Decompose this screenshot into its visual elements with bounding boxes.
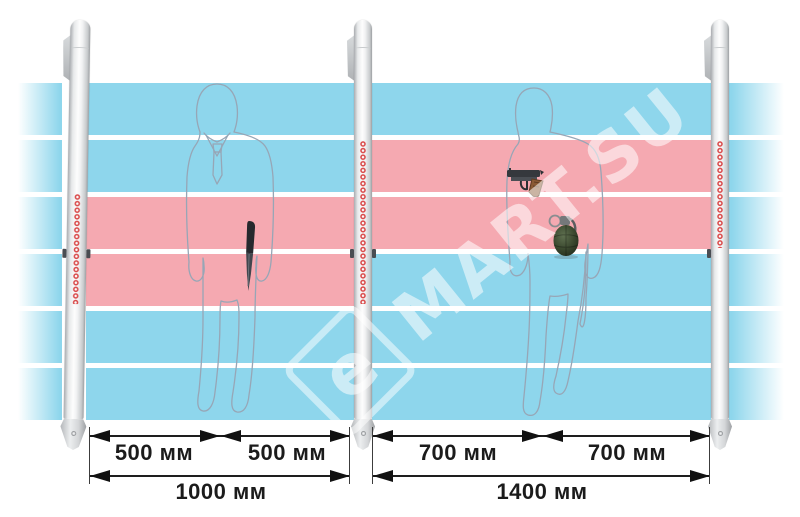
person-silhouette-suit: [185, 83, 275, 413]
dim-extension-line: [349, 427, 350, 484]
detector-pillar-right: [704, 20, 732, 450]
zone-stripe-right-3-pink: [372, 197, 711, 249]
zone-stripe-fade-right-1-blue: [729, 83, 784, 135]
dim-line-left-total: [90, 475, 350, 477]
dim-label-right-half-2: 700 мм: [587, 440, 667, 465]
zone-stripe-fade-right-4-blue: [729, 254, 784, 306]
arrowhead-icon: [90, 470, 110, 482]
zone-stripe-fade-left-3-blue: [18, 197, 62, 249]
pillar-cap-seam: [712, 47, 728, 50]
zone-stripe-fade-left-5-blue: [18, 311, 62, 363]
dim-extension-line: [372, 427, 373, 484]
dim-extension-line: [709, 427, 710, 484]
pillar-bracket: [704, 34, 713, 82]
led-indicator-strip: [359, 141, 367, 304]
arrowhead-icon: [330, 470, 350, 482]
zone-stripe-fade-right-3-blue: [729, 197, 784, 249]
sensor-tab: [350, 249, 354, 258]
pillar-base-bolt: [360, 431, 366, 436]
zone-stripe-left-2-blue: [86, 140, 354, 192]
pillar-base-bolt: [717, 431, 723, 436]
zone-stripe-fade-right-2-blue: [729, 140, 784, 192]
person-silhouette-walking: [506, 87, 604, 417]
zone-stripe-fade-left-6-blue: [18, 368, 62, 420]
arrowhead-icon: [690, 430, 710, 442]
zone-stripe-fade-left-4-blue: [18, 254, 62, 306]
dim-label-left-half-1: 500 мм: [114, 440, 194, 465]
arrowhead-icon: [522, 430, 542, 442]
dim-label-right-total: 1400 мм: [496, 479, 588, 504]
pillar-cap-seam: [355, 47, 371, 50]
arrowhead-icon: [200, 430, 220, 442]
zone-stripe-left-6-blue: [86, 368, 354, 420]
sensor-tab: [707, 249, 711, 258]
sensor-tab: [372, 249, 376, 258]
zone-stripe-right-5-blue: [372, 311, 711, 363]
dim-line-right-total: [373, 475, 710, 477]
arrowhead-icon: [373, 470, 393, 482]
dim-label-left-total: 1000 мм: [175, 479, 267, 504]
dim-extension-line: [89, 427, 90, 484]
knife-icon: [246, 220, 256, 291]
zone-stripe-left-3-pink: [86, 197, 354, 249]
pillar-bracket: [347, 34, 356, 82]
dim-line-left-halves: [90, 435, 350, 437]
pillar-shaft: [707, 20, 729, 419]
zone-stripe-fade-right-5-blue: [729, 311, 784, 363]
detector-pillar-middle: [347, 20, 376, 450]
pistol-icon: [507, 168, 544, 197]
arrowhead-icon: [373, 430, 393, 442]
dim-label-right-half-1: 700 мм: [418, 440, 498, 465]
dim-label-left-half-2: 500 мм: [247, 440, 327, 465]
zone-stripe-fade-left-2-blue: [18, 140, 62, 192]
grenade-icon: [548, 214, 579, 259]
arrowhead-icon: [543, 430, 563, 442]
arrowhead-icon: [90, 430, 110, 442]
arrowhead-icon: [330, 430, 350, 442]
pillar-shaft: [350, 20, 376, 419]
arrowhead-icon: [690, 470, 710, 482]
zone-stripe-left-1-blue: [86, 83, 354, 135]
zone-stripe-right-1-blue: [372, 83, 711, 135]
zone-stripe-fade-left-1-blue: [18, 83, 62, 135]
arrowhead-icon: [221, 430, 241, 442]
zone-stripe-left-4-pink: [86, 254, 354, 306]
zone-stripe-right-4-blue: [372, 254, 711, 306]
zone-stripe-fade-right-6-blue: [729, 368, 784, 420]
led-indicator-strip: [716, 141, 724, 248]
